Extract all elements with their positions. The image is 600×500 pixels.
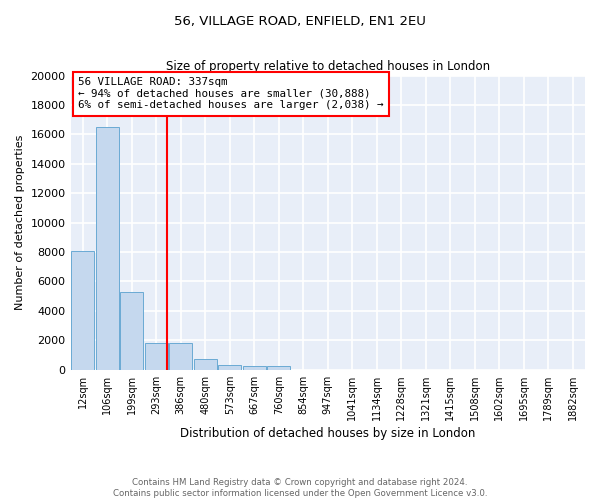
Bar	[243, 366, 266, 370]
Bar	[96, 127, 119, 370]
Title: Size of property relative to detached houses in London: Size of property relative to detached ho…	[166, 60, 490, 73]
Text: 56, VILLAGE ROAD, ENFIELD, EN1 2EU: 56, VILLAGE ROAD, ENFIELD, EN1 2EU	[174, 15, 426, 28]
Bar	[121, 292, 143, 370]
Text: Contains HM Land Registry data © Crown copyright and database right 2024.
Contai: Contains HM Land Registry data © Crown c…	[113, 478, 487, 498]
Bar	[194, 358, 217, 370]
Bar	[169, 343, 192, 369]
Bar	[268, 366, 290, 370]
Bar	[145, 343, 167, 369]
Text: 56 VILLAGE ROAD: 337sqm
← 94% of detached houses are smaller (30,888)
6% of semi: 56 VILLAGE ROAD: 337sqm ← 94% of detache…	[78, 77, 384, 110]
Y-axis label: Number of detached properties: Number of detached properties	[15, 135, 25, 310]
X-axis label: Distribution of detached houses by size in London: Distribution of detached houses by size …	[180, 427, 475, 440]
Bar	[218, 364, 241, 370]
Bar	[71, 250, 94, 370]
